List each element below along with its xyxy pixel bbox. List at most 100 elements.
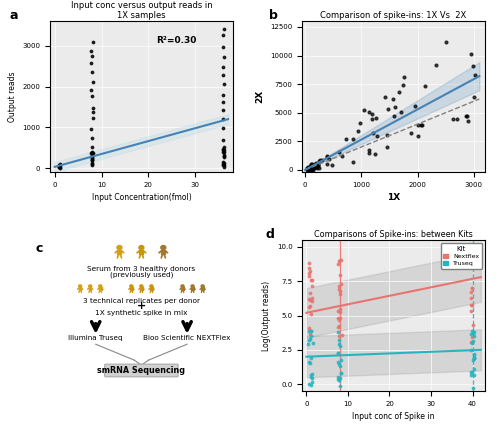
Point [314, 164, 322, 171]
Circle shape [139, 246, 144, 249]
Point [470, 351, 478, 357]
Point [220, 53, 228, 60]
Point [334, 314, 342, 321]
Point [308, 162, 316, 168]
Point [54, 162, 62, 168]
Point [470, 355, 478, 362]
Text: c: c [36, 241, 43, 255]
Point [88, 160, 96, 167]
Point [305, 166, 313, 173]
Point [390, 104, 398, 111]
Point [306, 354, 314, 361]
Point [335, 333, 343, 340]
Point [218, 147, 226, 153]
Point [305, 295, 313, 302]
Point [306, 311, 314, 317]
Circle shape [191, 285, 194, 287]
Point [219, 31, 227, 38]
Point [219, 43, 227, 50]
Point [334, 350, 342, 357]
Point [305, 328, 313, 334]
Point [334, 373, 342, 380]
FancyBboxPatch shape [130, 287, 132, 290]
Point [306, 163, 314, 170]
Point [369, 130, 377, 137]
Point [467, 307, 475, 314]
Point [470, 329, 478, 336]
Point [88, 156, 96, 163]
Point [307, 382, 315, 389]
Point [220, 147, 228, 154]
Point [305, 359, 313, 366]
Point [470, 366, 478, 372]
Point [220, 152, 228, 159]
Point [469, 384, 477, 391]
Point [470, 355, 478, 362]
FancyBboxPatch shape [140, 287, 142, 290]
Point [308, 340, 316, 346]
Point [308, 160, 316, 167]
Point [308, 165, 316, 172]
Point [383, 131, 391, 138]
Text: b: b [270, 9, 278, 22]
Point [304, 341, 312, 348]
Point [306, 336, 314, 343]
Point [335, 361, 343, 368]
Point [88, 93, 96, 99]
Point [390, 113, 398, 120]
FancyBboxPatch shape [89, 287, 92, 290]
Point [400, 81, 407, 88]
Point [315, 158, 323, 164]
Point [309, 162, 317, 168]
Point [88, 155, 96, 162]
Point [220, 154, 228, 161]
Point [307, 372, 315, 379]
Point [220, 163, 228, 170]
Point [306, 265, 314, 272]
Point [310, 162, 318, 168]
Point [307, 164, 315, 171]
Point [308, 163, 316, 170]
Point [469, 62, 477, 69]
FancyBboxPatch shape [118, 249, 122, 254]
Point [389, 96, 397, 102]
Text: 1X synthetic spike in mix: 1X synthetic spike in mix [95, 310, 188, 316]
Point [469, 337, 477, 344]
Point [467, 372, 475, 379]
Point [312, 163, 320, 170]
Point [89, 105, 97, 112]
Point [307, 161, 315, 168]
Point [336, 272, 344, 278]
Point [407, 130, 415, 137]
X-axis label: Input conc of Spike in: Input conc of Spike in [352, 412, 435, 421]
Point [308, 379, 316, 385]
Point [468, 302, 476, 309]
Point [306, 336, 314, 343]
Point [306, 302, 314, 309]
Point [337, 370, 345, 377]
Point [412, 102, 420, 109]
Point [306, 162, 314, 169]
Point [470, 354, 478, 361]
Y-axis label: 2X: 2X [256, 90, 264, 103]
Point [306, 333, 314, 340]
Point [466, 51, 474, 58]
FancyBboxPatch shape [104, 364, 178, 377]
Point [88, 150, 96, 156]
Circle shape [88, 285, 92, 287]
Point [88, 162, 96, 168]
Point [304, 260, 312, 266]
Point [304, 164, 312, 171]
Text: +: + [137, 301, 146, 311]
Point [334, 358, 342, 365]
FancyBboxPatch shape [150, 287, 152, 290]
Point [336, 375, 344, 382]
Text: Serum from 3 healthy donors: Serum from 3 healthy donors [88, 266, 196, 272]
Point [308, 162, 316, 169]
Point [88, 79, 96, 86]
Point [88, 150, 96, 157]
Point [219, 148, 227, 155]
Point [307, 328, 315, 335]
Circle shape [78, 285, 82, 287]
Y-axis label: Log(Output reads): Log(Output reads) [262, 280, 271, 351]
